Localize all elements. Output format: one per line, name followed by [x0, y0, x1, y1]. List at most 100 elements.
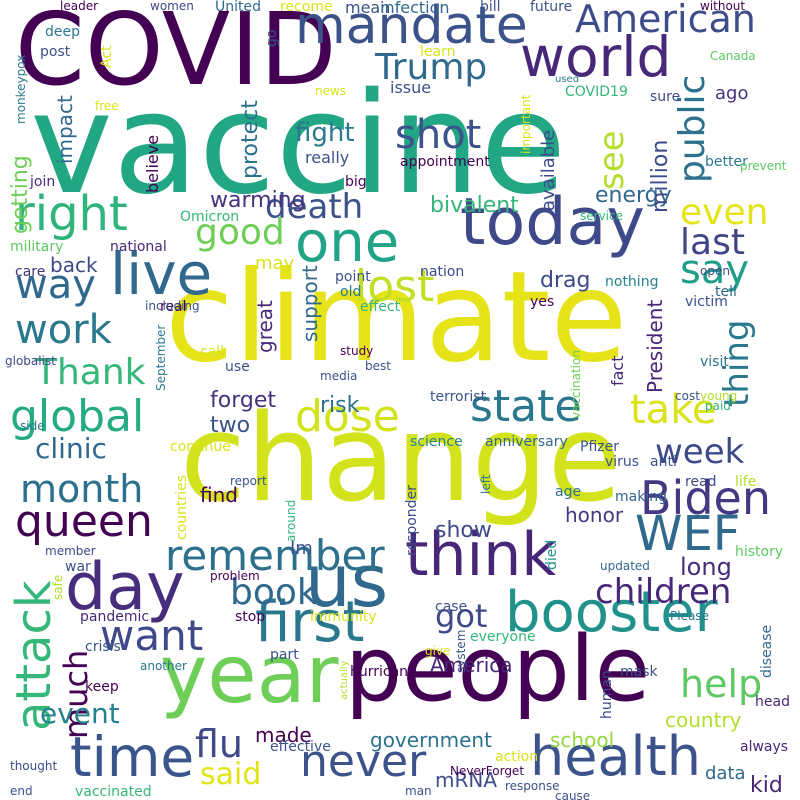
- word-immunity: immunity: [310, 609, 377, 625]
- word-countries: countries: [174, 474, 190, 540]
- word-human: human: [599, 670, 615, 719]
- word-think: think: [405, 520, 556, 590]
- word-forget: forget: [210, 388, 276, 413]
- word-nation: nation: [420, 264, 465, 280]
- word-go: go: [264, 29, 280, 47]
- word-year: year: [160, 628, 339, 721]
- word-biden: Biden: [640, 471, 771, 525]
- word-event: event: [40, 697, 120, 730]
- word-us: us: [305, 539, 389, 623]
- word-free: free: [95, 99, 119, 113]
- word-week: week: [655, 432, 745, 472]
- word-sure: sure: [650, 89, 681, 105]
- word-virus: virus: [605, 454, 640, 470]
- word-old: old: [340, 284, 362, 300]
- word-warming: warming: [210, 188, 306, 213]
- word-important: important: [519, 94, 533, 154]
- word-anti: anti: [650, 454, 677, 470]
- word-case: case: [435, 599, 468, 615]
- word-mask: mask: [620, 664, 658, 680]
- word-president: President: [643, 299, 667, 393]
- word-best: best: [365, 359, 391, 373]
- word-effect: effect: [360, 299, 401, 315]
- word-good: good: [195, 212, 285, 253]
- word-read: read: [685, 474, 717, 490]
- word-including: including: [145, 299, 200, 313]
- word-safe: safe: [51, 574, 65, 600]
- word-trump: Trump: [375, 47, 488, 88]
- word-act: Act: [99, 45, 115, 68]
- word-climate: climate: [165, 245, 628, 390]
- word-infection: infection: [380, 0, 450, 17]
- word-available: available: [538, 129, 559, 211]
- word-right: right: [15, 186, 128, 242]
- word-another: another: [140, 659, 187, 673]
- word-vaccination: vaccination: [569, 350, 583, 419]
- word-vaccinated: vaccinated: [75, 784, 152, 800]
- word-may: may: [255, 253, 295, 274]
- word-care: care: [15, 264, 46, 280]
- word-booster: booster: [505, 580, 718, 645]
- word-book: book: [230, 572, 318, 613]
- word-getting: getting: [8, 155, 33, 234]
- word-take: take: [630, 387, 717, 433]
- word-keep: keep: [85, 679, 119, 695]
- word-impact: impact: [53, 95, 77, 164]
- word-pfizer: Pfizer: [580, 439, 619, 455]
- word-young: young: [700, 389, 738, 403]
- word-anniversary: anniversary: [485, 434, 568, 450]
- word-fact: fact: [608, 355, 627, 386]
- word-future: future: [530, 0, 573, 15]
- word-man: man: [405, 784, 432, 798]
- word-learn: learn: [420, 44, 456, 60]
- word-nothing: nothing: [605, 274, 659, 290]
- word-cause: cause: [555, 789, 591, 800]
- word-queen: queen: [15, 496, 153, 547]
- word-system: system: [454, 629, 468, 673]
- word-cost: cost: [675, 389, 700, 403]
- word-big: big: [345, 174, 367, 190]
- word-real: real: [160, 299, 187, 315]
- word-issue: issue: [390, 78, 432, 97]
- word-never: never: [300, 736, 427, 787]
- word-part: part: [270, 647, 299, 663]
- word-mean: mean: [345, 0, 391, 17]
- word-military: military: [10, 239, 64, 255]
- word-american: American: [575, 0, 756, 41]
- word-pandemic: pandemic: [80, 609, 150, 625]
- word-last: last: [680, 222, 745, 263]
- word-prevent: prevent: [740, 159, 787, 173]
- word-give: give: [425, 644, 451, 658]
- word-vaccine: vaccine: [30, 63, 567, 226]
- word-end: end: [10, 784, 33, 798]
- word-side: side: [20, 419, 45, 433]
- word-day: day: [65, 550, 185, 625]
- word-risk: risk: [320, 393, 360, 418]
- word-work: work: [15, 307, 112, 353]
- word-time: time: [70, 725, 195, 789]
- word-neverforget: NeverForget: [450, 764, 525, 778]
- word-women: women: [150, 0, 194, 13]
- word-said: said: [200, 757, 262, 792]
- word-actually: actually: [339, 660, 350, 701]
- word-mrna: mRNA: [435, 768, 498, 792]
- word-ago: ago: [715, 83, 749, 104]
- word-thought: thought: [10, 759, 58, 773]
- word-lost: lost: [355, 261, 435, 312]
- word-tell: tell: [715, 284, 737, 300]
- word-died: died: [544, 539, 560, 570]
- word-making: making: [615, 489, 667, 505]
- word-media: media: [320, 369, 358, 383]
- word-disease: disease: [759, 624, 775, 678]
- word-live: live: [110, 240, 213, 308]
- word-post: post: [40, 44, 71, 60]
- word-dose: dose: [295, 391, 400, 442]
- word-clinic: clinic: [35, 432, 107, 465]
- word-history: history: [735, 544, 784, 560]
- word-help: help: [680, 662, 763, 706]
- word-recome: recome: [280, 0, 333, 15]
- word-even: even: [680, 192, 769, 233]
- word-im: Im: [290, 538, 313, 559]
- word-kid: kid: [750, 773, 783, 798]
